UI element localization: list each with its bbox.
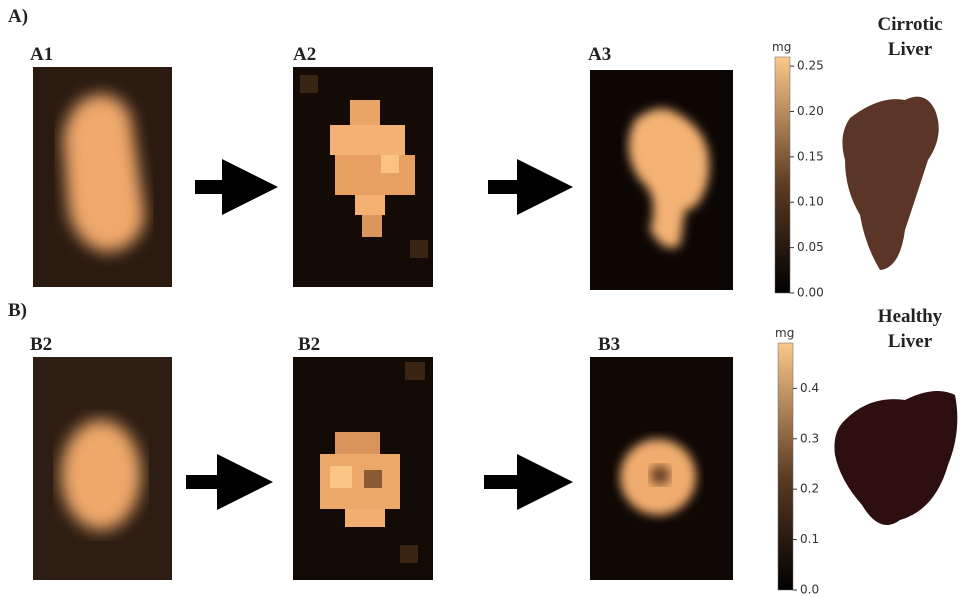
colorbar-tick-label: 0.2	[800, 482, 819, 496]
image-a2	[293, 67, 433, 287]
panel-label: A1	[30, 44, 53, 65]
liver-cirrotic	[842, 97, 938, 270]
colorbar-tick-label: 0.15	[797, 149, 824, 163]
colorbar-tick-label: 0.1	[800, 532, 819, 546]
panel-label: A2	[293, 44, 316, 65]
row-label: A)	[8, 6, 28, 27]
liver-label: Cirrotic	[877, 14, 942, 35]
image-b3	[590, 357, 733, 580]
colorbar	[775, 57, 790, 293]
liver-label: Liver	[888, 331, 933, 352]
colorbar-tick-label: 0.3	[800, 431, 819, 445]
colorbar-tick-label: 0.25	[797, 59, 824, 73]
liver-label: Liver	[888, 39, 933, 60]
panel-label: A3	[588, 44, 611, 65]
image-a1	[33, 67, 172, 287]
image-b2	[293, 357, 433, 580]
image-a3	[590, 70, 733, 290]
colorbar-unit: mg	[775, 326, 794, 340]
colorbar	[778, 343, 793, 590]
liver-healthy	[834, 391, 957, 525]
panel-label: B2	[30, 334, 52, 355]
colorbar-tick-label: 0.4	[800, 381, 819, 395]
panel-label: B3	[598, 334, 620, 355]
colorbar-tick-label: 0.20	[797, 104, 824, 118]
panel-label: B2	[298, 334, 320, 355]
colorbar-tick-label: 0.10	[797, 195, 824, 209]
image-b1	[33, 357, 172, 580]
colorbar-unit: mg	[772, 40, 791, 54]
colorbar-tick-label: 0.0	[800, 583, 819, 597]
liver-label: Healthy	[878, 306, 943, 327]
figure: A) B) A1 A2 A3 B2 B2 B3	[0, 0, 963, 597]
colorbar-tick-label: 0.00	[797, 286, 824, 300]
row-label: B)	[8, 300, 27, 321]
colorbar-tick-label: 0.05	[797, 240, 824, 254]
